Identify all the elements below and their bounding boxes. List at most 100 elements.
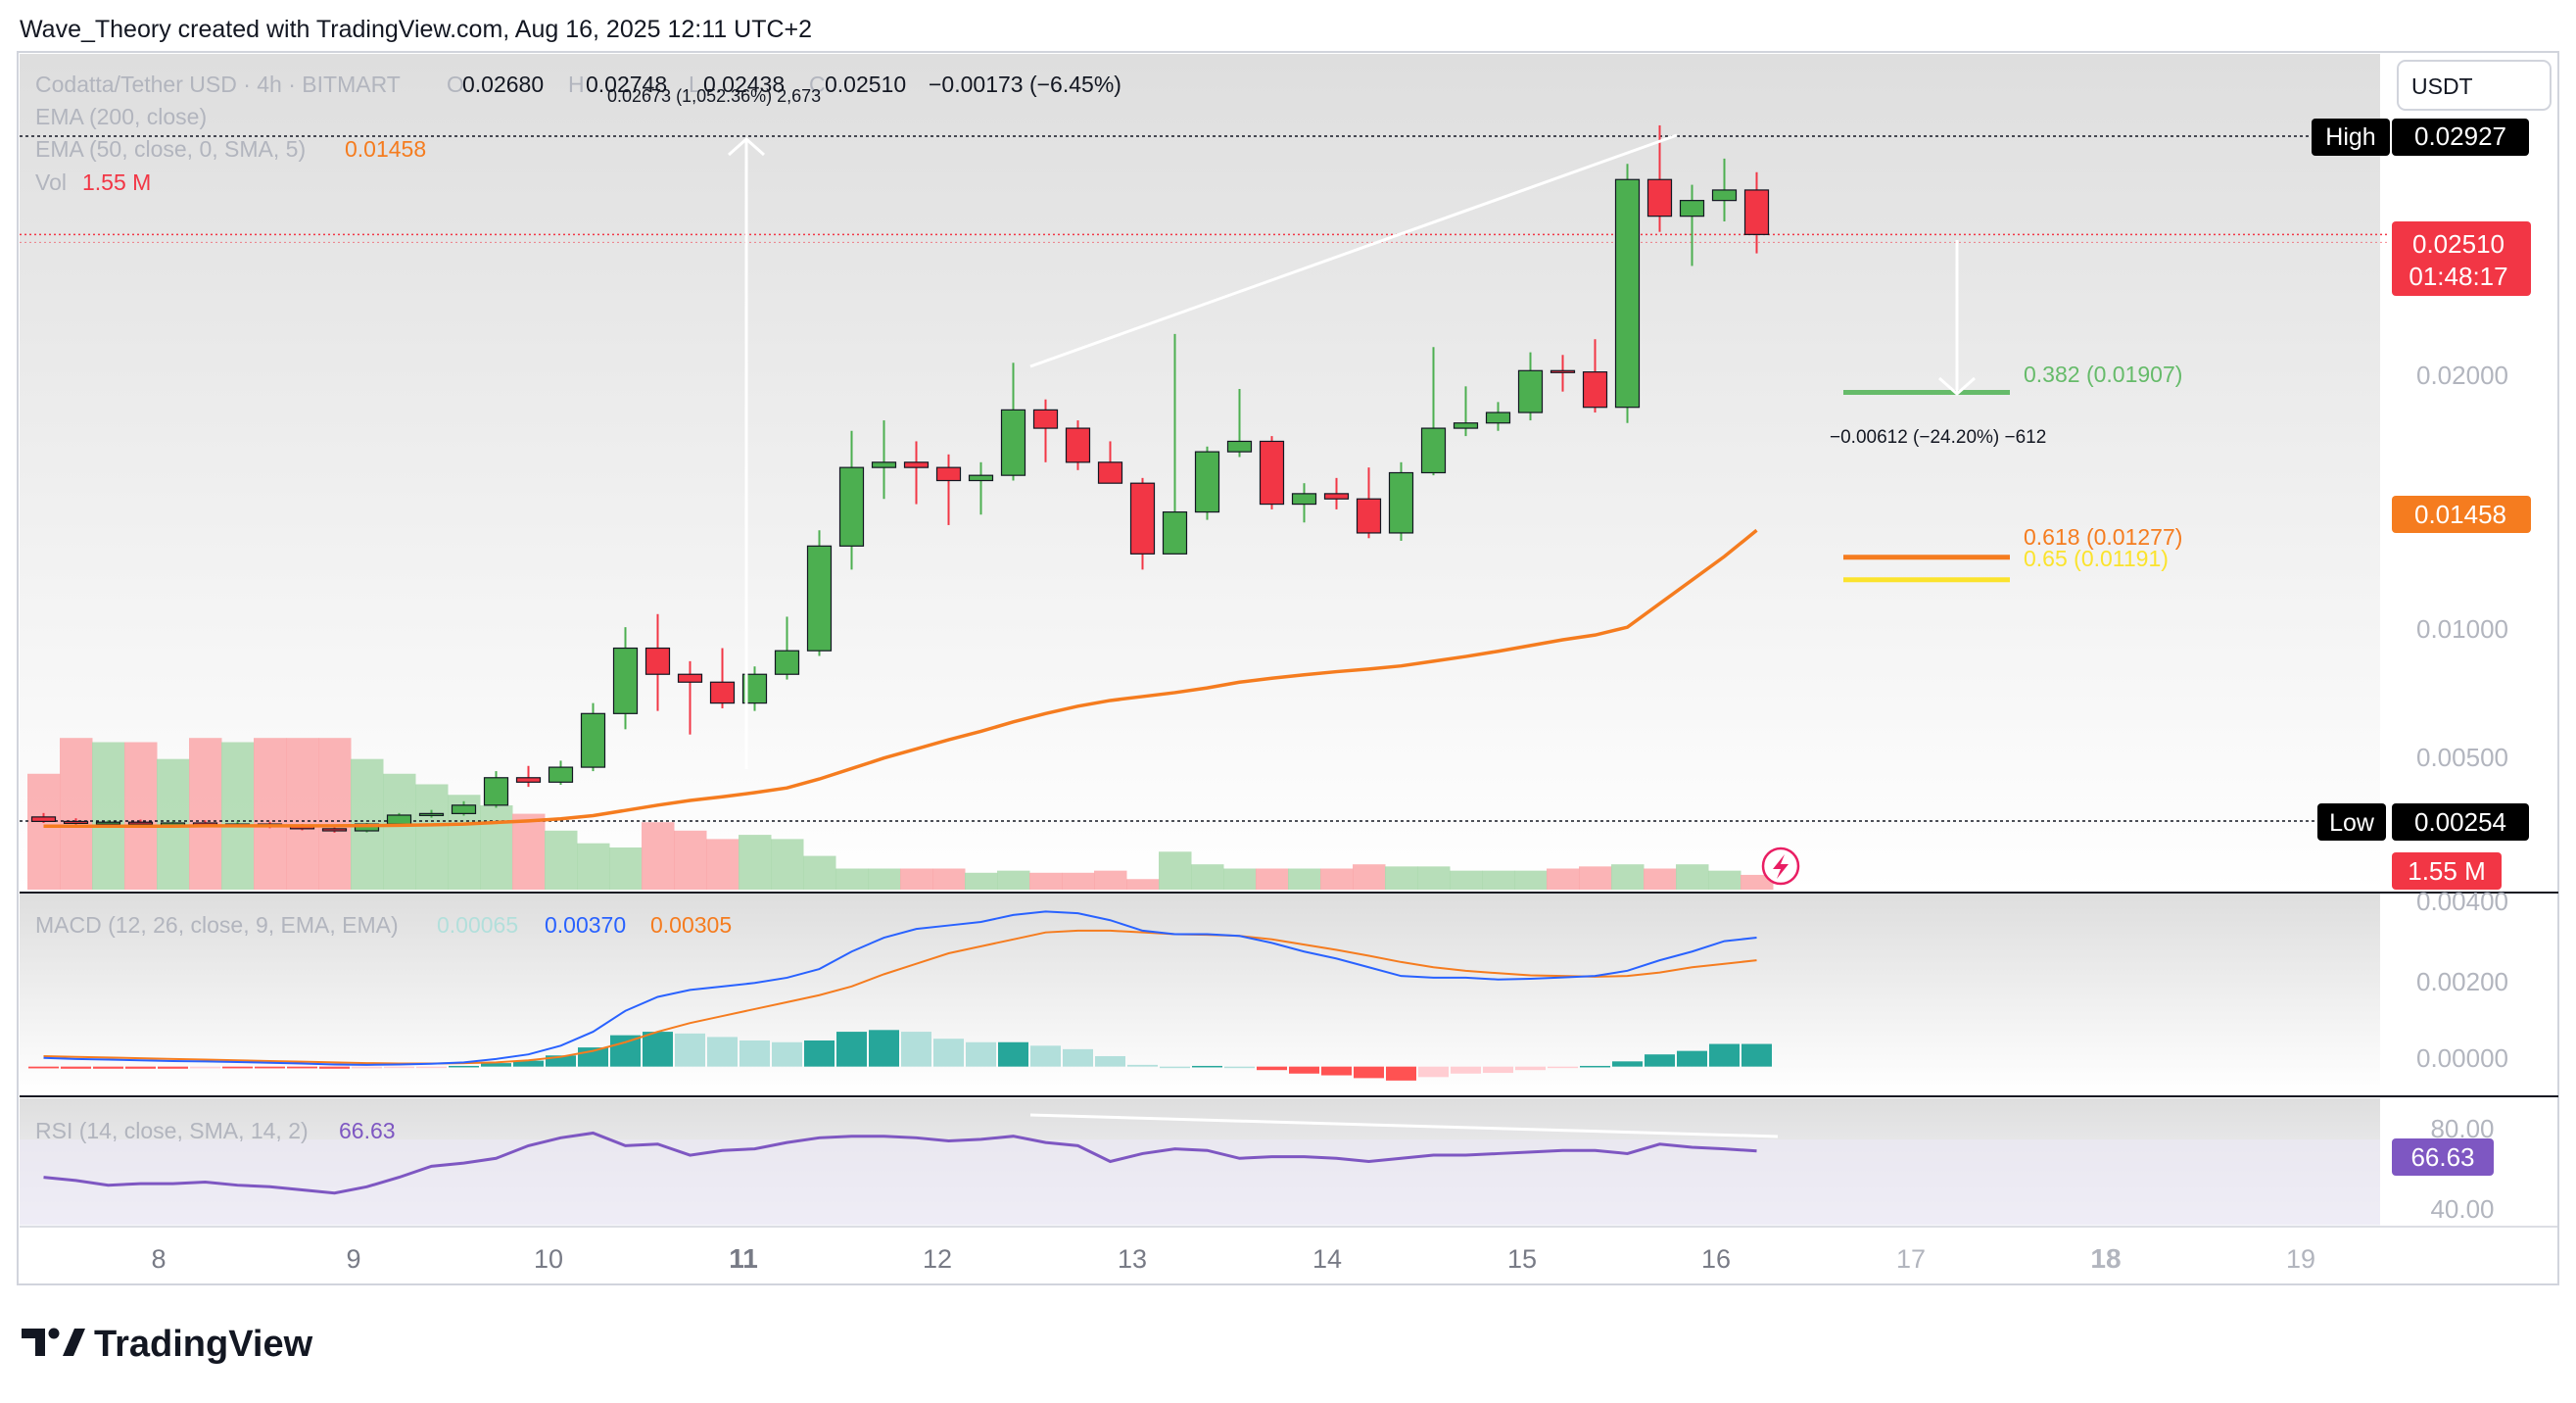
candle xyxy=(806,530,833,656)
rsi-legend: RSI (14, close, SMA, 14, 2) 66.63 80.00 … xyxy=(35,1114,2495,1224)
currency-button-bg[interactable] xyxy=(2397,60,2552,111)
candle-body xyxy=(63,820,89,824)
volume-bar xyxy=(1320,868,1354,890)
currency-button-label[interactable]: USDT xyxy=(2411,73,2473,99)
macd-pane-bg xyxy=(20,894,2380,1094)
macd-histogram-bar xyxy=(998,1041,1028,1067)
candle xyxy=(1226,389,1253,458)
volume-bar xyxy=(932,868,966,890)
candle-body xyxy=(1453,422,1479,429)
macd-histogram-bar xyxy=(1741,1043,1772,1067)
volume-bar xyxy=(1644,868,1677,890)
high-value-bg xyxy=(2392,119,2529,156)
currency-button[interactable]: USDT xyxy=(2397,60,2552,111)
candle xyxy=(677,660,703,735)
volume-bar xyxy=(318,738,352,890)
candle-body xyxy=(30,816,57,822)
vol-badge: 1.55 M xyxy=(2408,856,2486,886)
candle-body xyxy=(1162,510,1188,555)
volume-bar xyxy=(642,822,675,890)
macd-histogram-bar xyxy=(1257,1066,1287,1071)
volume-bar xyxy=(706,839,739,890)
candle-body xyxy=(709,681,736,704)
macd-histogram-bar xyxy=(1354,1066,1384,1079)
candle xyxy=(935,454,962,525)
volume-bar xyxy=(609,847,643,890)
macd-histogram-bar xyxy=(61,1066,91,1069)
ema50-label[interactable]: EMA (50, close, 0, SMA, 5) xyxy=(35,136,306,162)
candle xyxy=(1614,164,1641,423)
lightning-icon[interactable] xyxy=(1761,847,1800,886)
time-label-19: 19 xyxy=(2286,1244,2315,1274)
macd-tick-0.004: 0.00400 xyxy=(2416,887,2508,916)
time-label-17: 17 xyxy=(1896,1244,1926,1274)
volume-layer xyxy=(27,738,1774,890)
candle-body xyxy=(1356,498,1382,534)
resistance-trendline[interactable] xyxy=(1029,133,1678,368)
price-axis-bg xyxy=(2380,54,2556,892)
price-tick-0.005: 0.00500 xyxy=(2416,743,2508,772)
rsi-label[interactable]: RSI (14, close, SMA, 14, 2) xyxy=(35,1118,309,1143)
candle xyxy=(63,818,89,825)
ema-layer xyxy=(43,528,1758,828)
candle-body xyxy=(1291,493,1317,506)
ema-price: 0.01458 xyxy=(2414,500,2506,529)
macd-histogram-bar xyxy=(125,1066,156,1069)
countdown: 01:48:17 xyxy=(2409,262,2507,291)
candle xyxy=(515,765,542,788)
tradingview-logo[interactable]: TradingView xyxy=(20,1313,343,1372)
candles-layer xyxy=(30,124,1770,833)
candle-body xyxy=(321,828,348,832)
ema50-line xyxy=(43,528,1758,828)
candle xyxy=(1194,446,1220,520)
vol-label[interactable]: Vol xyxy=(35,169,67,195)
macd-histogram-bar xyxy=(416,1066,447,1069)
time-label-18: 18 xyxy=(2090,1243,2121,1274)
open-value: 0.02680 xyxy=(462,72,544,97)
macd-histogram-bar xyxy=(966,1041,996,1067)
candle xyxy=(1032,399,1059,462)
volume-bar xyxy=(415,784,449,890)
candle xyxy=(580,702,606,772)
candle xyxy=(1679,184,1705,266)
volume-bar xyxy=(1029,872,1063,890)
volume-bar xyxy=(1514,870,1548,890)
macd-histogram-bar xyxy=(1418,1066,1449,1078)
low-value: 0.02438 xyxy=(703,72,785,97)
candle-body xyxy=(1097,461,1123,484)
price-axis[interactable]: High 0.02927 0.02510 01:48:17 0.02000 0.… xyxy=(2312,119,2531,890)
rsi-divergence-line[interactable] xyxy=(1029,1113,1779,1138)
candle xyxy=(1582,339,1608,413)
rsi-legend-value: 66.63 xyxy=(339,1118,396,1143)
candle xyxy=(903,441,930,505)
chart-frame xyxy=(17,51,2559,1285)
macd-label[interactable]: MACD (12, 26, close, 9, EMA, EMA) xyxy=(35,912,399,938)
macd-histogram-bar xyxy=(1127,1064,1158,1067)
macd-line xyxy=(43,910,1757,1066)
candle-body xyxy=(1582,371,1608,409)
candle xyxy=(644,613,671,711)
time-label-16: 16 xyxy=(1701,1244,1731,1274)
time-label-10: 10 xyxy=(534,1244,563,1274)
macd-histogram-bar xyxy=(513,1060,544,1067)
volume-bar xyxy=(577,843,610,890)
volume-bar xyxy=(803,855,836,890)
low-tag: Low xyxy=(2329,809,2375,837)
candle xyxy=(968,461,994,515)
volume-bar xyxy=(1676,864,1709,890)
candle-body xyxy=(968,474,994,482)
volume-bar xyxy=(771,839,804,890)
symbol-label[interactable]: Codatta/Tether USD · 4h · BITMART xyxy=(35,72,401,97)
macd-histogram-bar xyxy=(190,1066,220,1069)
candle xyxy=(1517,352,1544,421)
high-value: 0.02927 xyxy=(2414,121,2506,151)
high-value: 0.02748 xyxy=(586,72,667,97)
low-tag-bg xyxy=(2317,803,2386,841)
candle xyxy=(1743,171,1770,254)
ema200-label[interactable]: EMA (200, close) xyxy=(35,104,207,129)
macd-histogram-bar xyxy=(319,1066,350,1069)
candle xyxy=(1420,347,1447,476)
time-axis[interactable]: 8 9 10 11 12 13 14 15 16 17 18 19 xyxy=(151,1243,2315,1274)
candle-body xyxy=(1679,200,1705,218)
